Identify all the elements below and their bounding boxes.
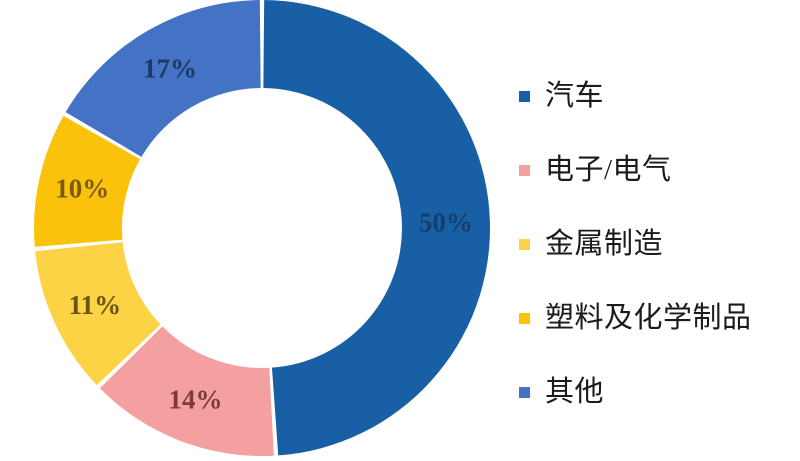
donut-chart-svg: 50% 14% 11% 10% 17% xyxy=(34,0,491,456)
slice-value-label: 11% xyxy=(69,290,122,320)
legend-item-label: 塑料及化学制品 xyxy=(545,301,752,334)
legend-item-label: 其他 xyxy=(545,375,605,408)
donut-slice[interactable] xyxy=(34,115,141,247)
donut-slice[interactable] xyxy=(263,0,491,456)
donut-slice[interactable] xyxy=(99,326,274,456)
legend-item[interactable]: 电子/电气 xyxy=(519,150,672,190)
legend-item-label: 汽车 xyxy=(545,79,605,112)
legend-item[interactable]: 金属制造 xyxy=(519,224,663,264)
chart-legend: 汽车电子/电气金属制造塑料及化学制品 其他 xyxy=(519,76,800,406)
legend-swatch-icon xyxy=(519,238,530,250)
legend-item[interactable]: 汽车 xyxy=(519,76,604,116)
legend-item-label: 电子/电气 xyxy=(545,153,672,186)
legend-swatch-icon xyxy=(519,90,530,102)
donut-slice[interactable] xyxy=(35,242,161,386)
slice-value-label: 10% xyxy=(55,174,109,204)
donut-slice[interactable] xyxy=(65,0,261,157)
legend-item[interactable]: 塑料及化学制品 xyxy=(519,298,752,338)
legend-swatch-icon xyxy=(519,312,530,324)
slice-value-label: 17% xyxy=(143,54,197,84)
slice-value-label: 14% xyxy=(169,385,223,415)
legend-swatch-icon xyxy=(519,386,530,398)
legend-item-label: 金属制造 xyxy=(545,227,664,260)
legend-item[interactable]: 其他 xyxy=(519,372,604,412)
donut-chart: 50% 14% 11% 10% 17% xyxy=(34,0,491,456)
legend-swatch-icon xyxy=(519,164,530,176)
slice-value-label: 50% xyxy=(419,207,473,237)
